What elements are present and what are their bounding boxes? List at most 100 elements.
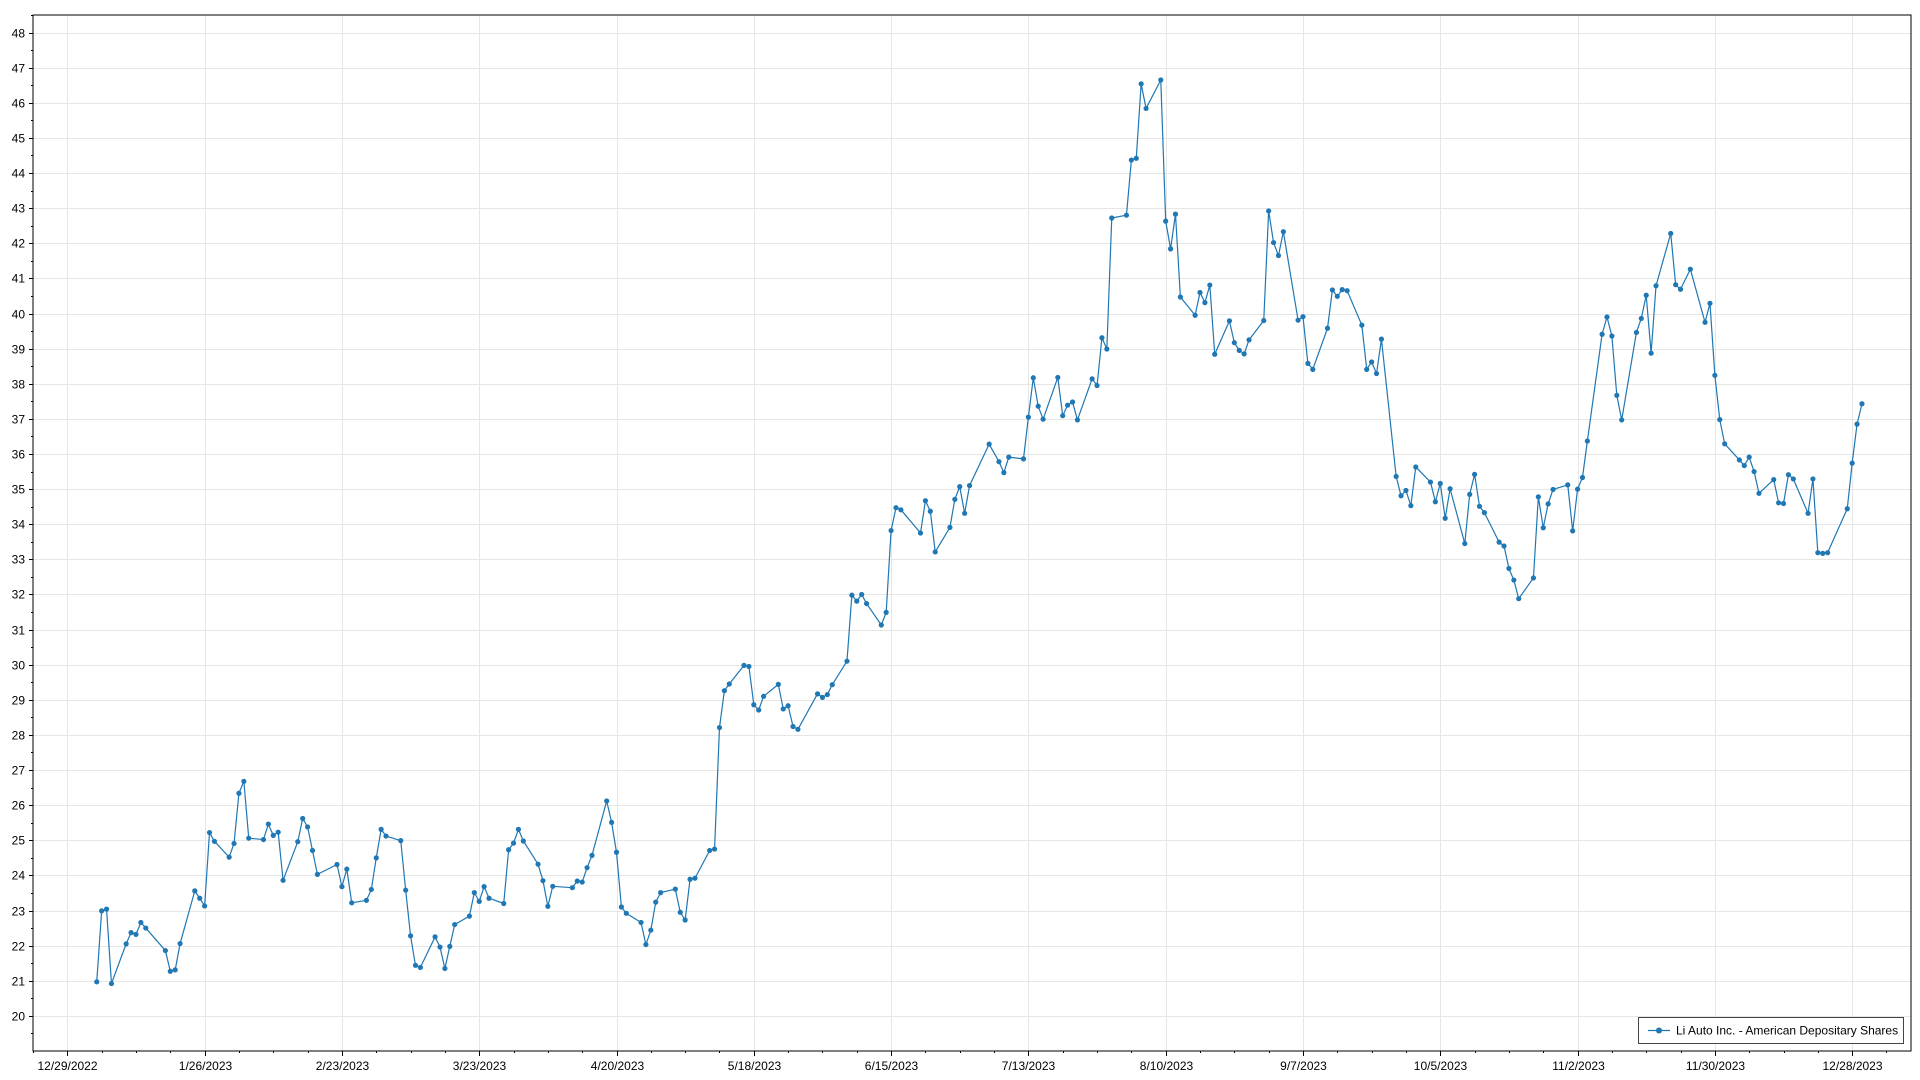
data-point xyxy=(741,662,747,669)
data-point xyxy=(1506,565,1512,572)
data-point xyxy=(1109,215,1115,221)
data-point xyxy=(1481,510,1487,516)
data-point xyxy=(535,861,541,867)
y-tick-label: 31 xyxy=(12,624,26,638)
data-point xyxy=(1246,337,1252,343)
data-point xyxy=(1344,288,1350,294)
data-point xyxy=(1089,376,1095,382)
data-point xyxy=(1599,331,1605,337)
data-point xyxy=(1006,454,1012,460)
data-point xyxy=(966,482,973,489)
data-point xyxy=(471,890,477,896)
grid-lines xyxy=(33,15,1911,1051)
data-point xyxy=(378,826,384,833)
data-point xyxy=(1574,486,1581,492)
data-point xyxy=(1329,287,1335,293)
data-point xyxy=(1516,596,1522,602)
data-point xyxy=(893,505,899,511)
data-point xyxy=(1310,366,1316,372)
x-tick-label: 12/29/2022 xyxy=(37,1059,97,1073)
y-tick-label: 22 xyxy=(12,940,26,954)
data-point xyxy=(202,903,208,909)
data-point xyxy=(1447,486,1453,492)
data-point xyxy=(1408,503,1414,509)
data-point xyxy=(1158,77,1164,83)
x-tick-label: 1/26/2023 xyxy=(179,1059,233,1073)
x-tick-label: 9/7/2023 xyxy=(1280,1059,1327,1073)
x-tick-label: 11/2/2023 xyxy=(1552,1059,1605,1073)
x-tick-label: 7/13/2023 xyxy=(1002,1059,1056,1073)
data-point xyxy=(128,930,134,936)
data-point xyxy=(1270,239,1277,246)
data-point xyxy=(300,815,306,822)
data-point xyxy=(1736,457,1742,463)
data-point xyxy=(373,855,379,861)
data-point xyxy=(99,908,105,914)
data-point xyxy=(795,726,801,732)
data-point xyxy=(1476,503,1483,509)
data-point xyxy=(1123,212,1130,218)
data-point xyxy=(716,724,723,731)
x-tick-label: 8/10/2023 xyxy=(1140,1059,1194,1073)
y-tick-label: 43 xyxy=(12,202,26,216)
data-point xyxy=(403,887,409,893)
data-point xyxy=(1579,474,1586,481)
x-tick-label: 3/23/2023 xyxy=(453,1059,507,1073)
data-point xyxy=(236,790,242,796)
data-point xyxy=(515,826,522,833)
data-point xyxy=(1040,416,1046,422)
y-tick-label: 38 xyxy=(12,378,26,392)
y-tick-label: 23 xyxy=(12,905,26,919)
data-point xyxy=(1074,417,1081,423)
data-point xyxy=(721,688,727,694)
data-point xyxy=(260,836,267,843)
data-point xyxy=(1398,493,1404,499)
data-point xyxy=(1030,375,1036,381)
data-point xyxy=(545,903,551,909)
data-point xyxy=(481,884,487,890)
data-point xyxy=(1020,456,1027,462)
data-point xyxy=(1266,208,1272,214)
data-point xyxy=(501,900,507,907)
data-point xyxy=(1192,312,1198,318)
data-point xyxy=(844,658,850,664)
data-point xyxy=(1643,292,1649,298)
y-tick-label: 48 xyxy=(12,27,26,41)
data-point xyxy=(687,876,693,882)
y-tick-label: 41 xyxy=(12,272,26,286)
y-tick-label: 24 xyxy=(12,869,26,883)
data-point xyxy=(432,934,438,940)
data-point xyxy=(1633,329,1640,336)
data-point xyxy=(1614,392,1620,398)
data-point xyxy=(275,829,281,835)
data-point xyxy=(1790,476,1796,482)
data-point xyxy=(363,897,370,903)
data-point xyxy=(1226,318,1233,324)
data-point xyxy=(1844,506,1850,512)
data-point xyxy=(1820,550,1826,556)
legend[interactable]: Li Auto Inc. - American Depositary Share… xyxy=(1638,1017,1904,1044)
y-tick-label: 37 xyxy=(12,413,26,427)
data-point xyxy=(206,829,213,836)
data-point xyxy=(1373,370,1380,377)
y-tick-label: 42 xyxy=(12,237,26,251)
data-point xyxy=(172,967,178,973)
data-point xyxy=(1776,500,1782,506)
data-point xyxy=(510,840,517,846)
data-point xyxy=(986,441,992,447)
data-point xyxy=(1025,414,1031,420)
data-point xyxy=(197,895,203,901)
data-point xyxy=(344,866,350,872)
data-point xyxy=(863,600,870,607)
data-point xyxy=(648,927,654,933)
data-point xyxy=(506,847,512,853)
data-point xyxy=(1275,252,1282,259)
data-point xyxy=(829,682,835,688)
data-point xyxy=(1854,421,1860,427)
data-point xyxy=(707,847,713,854)
y-tick-label: 30 xyxy=(12,659,26,673)
data-point xyxy=(1442,515,1448,521)
data-point xyxy=(265,821,271,827)
data-point xyxy=(962,510,968,516)
